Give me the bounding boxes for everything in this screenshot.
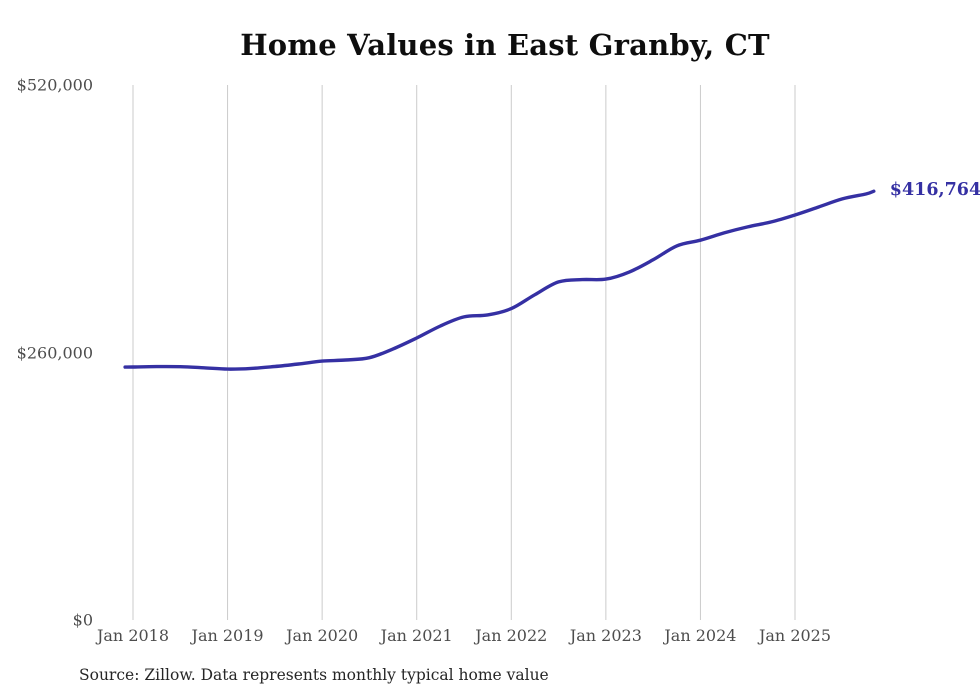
- home-value-line: [123, 189, 876, 371]
- x-tick-label-2020-01: Jan 2020: [286, 626, 359, 645]
- latest-value-label: $416,764: [889, 180, 980, 201]
- y-tick-label-260000: $260,000: [16, 343, 93, 362]
- x-tick-label-2019-01: Jan 2019: [191, 626, 264, 645]
- x-tick-label-2022-01: Jan 2022: [475, 626, 548, 645]
- x-tick-label-2024-01: Jan 2024: [664, 626, 737, 645]
- y-tick-label-0: $0: [72, 610, 93, 630]
- x-tick-label-2021-01: Jan 2021: [380, 626, 453, 645]
- y-tick-label-520000: $520,000: [16, 75, 93, 95]
- x-tick-label-2025-01: Jan 2025: [758, 626, 832, 645]
- source-note: Source: Zillow. Data represents monthly …: [79, 666, 549, 684]
- x-tick-label-2023-01: Jan 2023: [569, 626, 642, 645]
- chart-title: Home Values in East Granby, CT: [240, 28, 770, 62]
- x-tick-label-2018-01: Jan 2018: [96, 626, 170, 645]
